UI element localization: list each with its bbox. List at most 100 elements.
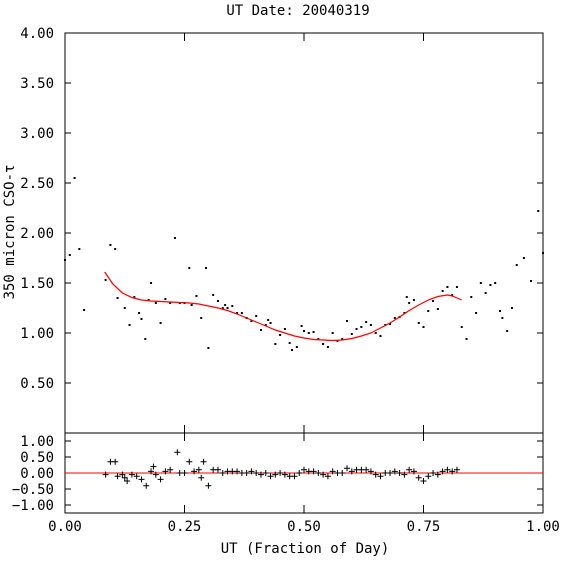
- plot-frame: [64, 32, 544, 434]
- data-point: [212, 294, 215, 296]
- data-point: [226, 307, 229, 309]
- data-point: [542, 252, 544, 254]
- data-point: [427, 310, 430, 312]
- data-point: [506, 330, 509, 332]
- residual-point: [257, 471, 264, 478]
- residual-point: [267, 473, 274, 480]
- data-point: [405, 296, 408, 298]
- data-point: [522, 257, 525, 259]
- residual-point: [198, 474, 205, 481]
- data-point: [369, 324, 372, 326]
- x-axis-label: UT (Fraction of Day): [221, 541, 390, 557]
- data-point: [205, 267, 208, 269]
- y-tick-label: 4.00: [20, 26, 54, 42]
- data-point: [494, 282, 497, 284]
- data-point: [216, 300, 219, 302]
- y-tick-label: 1.00: [20, 434, 54, 450]
- y-tick-label: −1.00: [12, 498, 54, 514]
- residual-point: [310, 468, 317, 475]
- residual-point: [329, 468, 336, 475]
- data-point: [240, 312, 243, 314]
- data-point: [264, 324, 267, 326]
- residual-point: [243, 470, 250, 476]
- residual-point: [138, 476, 145, 483]
- residual-point: [277, 470, 284, 476]
- data-point: [116, 297, 119, 299]
- residual-point: [174, 449, 181, 456]
- data-point: [73, 177, 76, 179]
- y-tick-label: −0.50: [12, 482, 54, 498]
- y-tick-label: 3.50: [20, 76, 54, 92]
- residual-point: [205, 482, 212, 489]
- data-point: [83, 309, 86, 311]
- data-point: [451, 294, 454, 296]
- data-point: [331, 332, 334, 334]
- data-point: [436, 308, 439, 310]
- data-point: [207, 347, 210, 349]
- data-point: [231, 305, 234, 307]
- data-point: [104, 279, 107, 281]
- residual-point: [439, 468, 446, 475]
- data-point: [389, 323, 392, 325]
- residual-point: [114, 473, 121, 480]
- residual-point: [133, 473, 140, 480]
- residual-point: [272, 471, 279, 478]
- data-point: [259, 329, 262, 331]
- residual-point: [444, 466, 451, 473]
- data-point: [114, 248, 117, 250]
- data-point: [341, 338, 344, 340]
- data-point: [250, 320, 253, 322]
- residual-point: [406, 466, 413, 473]
- data-point: [159, 322, 162, 324]
- residual-point: [281, 471, 288, 478]
- data-point: [446, 286, 449, 288]
- residual-point: [363, 466, 370, 473]
- data-point: [322, 343, 325, 345]
- data-point: [403, 312, 406, 314]
- residual-point: [401, 471, 408, 478]
- data-point: [188, 267, 191, 269]
- y-tick-label: 2.50: [20, 176, 54, 192]
- data-point: [236, 312, 239, 314]
- y-tick-label: 0.00: [20, 466, 54, 482]
- residual-point: [430, 470, 437, 476]
- x-tick-label: 0.75: [407, 519, 441, 535]
- residual-point: [119, 471, 126, 478]
- data-point: [317, 338, 320, 340]
- residual-point: [449, 468, 456, 475]
- residual-point: [262, 470, 269, 476]
- residual-point: [372, 471, 379, 478]
- residual-point: [296, 470, 303, 476]
- data-point: [455, 286, 458, 288]
- data-point: [150, 282, 153, 284]
- residual-point: [234, 468, 241, 475]
- data-point: [295, 346, 298, 348]
- residual-point: [391, 468, 398, 475]
- fit-curve: [104, 271, 462, 342]
- data-point: [190, 304, 193, 306]
- residual-point: [453, 466, 460, 473]
- data-point: [365, 321, 368, 323]
- data-point: [432, 300, 435, 302]
- data-point: [379, 335, 382, 337]
- data-point: [346, 320, 349, 322]
- x-tick-label: 0.25: [168, 519, 202, 535]
- data-point: [224, 304, 227, 306]
- residual-point: [121, 474, 128, 481]
- x-tick-label: 1.00: [526, 519, 560, 535]
- residual-point: [167, 466, 174, 473]
- data-point: [288, 342, 291, 344]
- data-point: [312, 331, 315, 333]
- data-point: [412, 299, 415, 301]
- data-point: [64, 259, 66, 261]
- data-point: [269, 322, 272, 324]
- main-plot-panel: 0.50 1.00 1.50 2.00 2.50 3.00 3.50 4.00: [20, 26, 544, 434]
- data-point: [422, 326, 425, 328]
- data-point: [164, 298, 167, 300]
- data-point: [374, 332, 377, 334]
- residual-point: [200, 458, 207, 465]
- residual-point: [434, 471, 441, 478]
- data-point: [489, 284, 492, 286]
- residual-point: [128, 471, 135, 478]
